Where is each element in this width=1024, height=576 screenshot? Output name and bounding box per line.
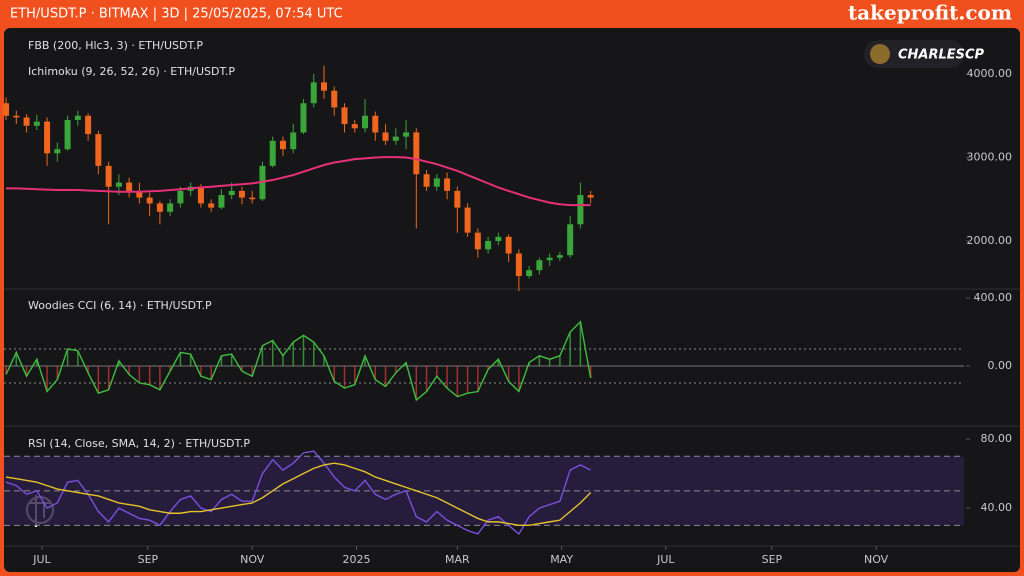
indicator-label: Ichimoku (9, 26, 52, 26) · ETH/USDT.P <box>28 65 235 78</box>
candle-body <box>474 232 481 250</box>
candle-body <box>567 224 574 256</box>
candle-body <box>413 132 420 175</box>
candle-body <box>13 115 20 118</box>
candle-body <box>331 90 338 108</box>
candle-body <box>577 195 584 225</box>
series-line <box>5 462 592 527</box>
candle-body <box>126 182 133 191</box>
y-tick-label: 40.00 <box>981 501 1013 514</box>
y-tick-label: 3000.00 <box>967 150 1013 163</box>
badge-avatar <box>870 44 890 64</box>
candle-body <box>74 115 81 120</box>
badge-bg <box>864 40 964 68</box>
candle-body <box>556 255 563 258</box>
candle-body <box>382 132 389 141</box>
candle-body <box>136 190 143 198</box>
series-line <box>5 320 592 402</box>
candle-body <box>536 260 543 271</box>
candle-body <box>300 103 307 133</box>
candle-body <box>526 270 533 277</box>
candle-body <box>485 240 492 250</box>
candle-body <box>269 140 276 166</box>
candle-body <box>362 115 369 129</box>
candle-body <box>423 174 430 187</box>
candle-body <box>33 121 40 126</box>
y-tick-label: 80.00 <box>981 432 1013 445</box>
candle-body <box>238 190 245 198</box>
x-tick-label: JUL <box>656 553 675 566</box>
indicator-label: RSI (14, Close, SMA, 14, 2) · ETH/USDT.P <box>28 437 250 450</box>
x-tick-label: SEP <box>138 553 159 566</box>
panel-bg <box>4 28 1020 572</box>
candle-body <box>279 140 286 150</box>
candle-body <box>290 132 297 150</box>
y-tick-label: 2000.00 <box>967 234 1013 247</box>
y-tick-label: 0.00 <box>988 359 1013 372</box>
candle-body <box>105 165 112 187</box>
candle-body <box>546 257 553 261</box>
y-tick-label: 400.00 <box>974 291 1013 304</box>
candle-body <box>23 117 30 126</box>
x-tick-label: 2025 <box>343 553 371 566</box>
candle-body <box>454 190 461 208</box>
candle-body <box>54 149 61 154</box>
candle-body <box>44 121 51 154</box>
candle-body <box>95 134 102 166</box>
candle-body <box>146 197 153 204</box>
x-tick-label: JUL <box>32 553 51 566</box>
x-tick-label: SEP <box>762 553 783 566</box>
candle-body <box>310 82 317 104</box>
candle-body <box>115 182 122 187</box>
candle-body <box>177 190 184 204</box>
candle-body <box>197 186 204 204</box>
candle-body <box>495 236 502 241</box>
candle-body <box>218 195 225 208</box>
candle-body <box>167 203 174 212</box>
candle-body <box>249 197 256 200</box>
brand: takeprofit.com <box>848 1 1012 25</box>
candle-body <box>228 190 235 196</box>
charts: 4000.00 3000.00 2000.00 FBB (200, Hlc3, 3) … <box>3 39 1012 566</box>
candle-body <box>64 119 71 150</box>
candle-body <box>372 115 379 133</box>
series-line <box>5 450 591 536</box>
y-tick-label: 4000.00 <box>967 67 1013 80</box>
indicator-label: FBB (200, Hlc3, 3) · ETH/USDT.P <box>28 39 203 52</box>
candle-body <box>341 107 348 125</box>
candle-body <box>321 82 327 91</box>
x-tick-label: MAY <box>550 553 573 566</box>
candle-body <box>156 203 163 212</box>
candle-body <box>464 207 471 233</box>
candle-body <box>444 178 451 191</box>
x-tick-label: NOV <box>864 553 889 566</box>
candle-body <box>3 103 10 116</box>
candle-body <box>433 178 440 187</box>
badge-text: CHARLESCP <box>898 48 985 63</box>
x-tick-label: NOV <box>240 553 265 566</box>
candle-body <box>403 132 410 137</box>
candle-body <box>208 203 215 208</box>
header-title: ETH/USDT.P · BITMAX | 3D | 25/05/2025, 0… <box>10 7 343 22</box>
candle-body <box>85 115 92 135</box>
candle-body <box>587 195 594 198</box>
indicator-label: Woodies CCI (6, 14) · ETH/USDT.P <box>28 299 212 312</box>
series-line <box>6 156 591 207</box>
candle-body <box>505 236 512 254</box>
candle-body <box>351 124 358 129</box>
candle-body <box>392 136 399 141</box>
candle-body <box>515 253 522 277</box>
x-tick-label: MAR <box>445 553 470 566</box>
